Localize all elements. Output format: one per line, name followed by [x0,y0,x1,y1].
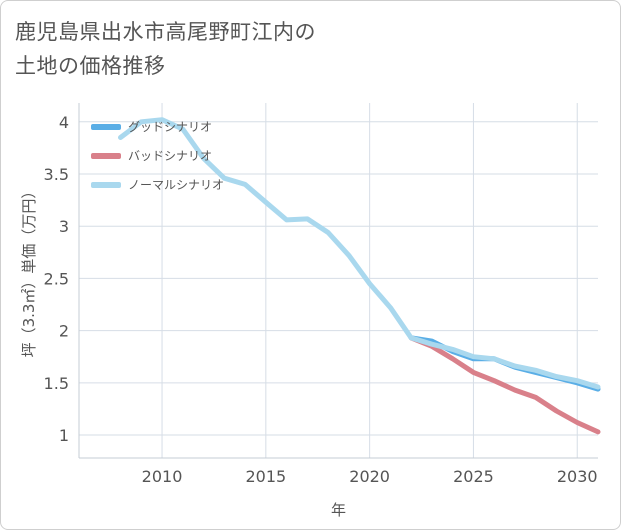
chart-title: 鹿児島県出水市高尾野町江内の 土地の価格推移 [15,15,605,83]
legend-label: ノーマルシナリオ [128,178,224,192]
gridlines [78,103,598,459]
series-lines [118,117,601,435]
legend-swatch [91,182,121,188]
legend-swatch [91,124,121,130]
legend-label: バッドシナリオ [128,149,212,163]
x-tick-label: 2015 [245,467,286,486]
series-line-2 [118,117,601,390]
y-tick-label: 1 [59,426,69,445]
y-tick-label: 2 [59,322,69,341]
y-tick-label: 2.5 [44,269,69,288]
y-tick-label: 3 [59,217,69,236]
y-axis-title: 坪（3.3㎡）単価（万円） [20,184,38,358]
series-line-1 [408,335,601,435]
chart-title-line-2: 土地の価格推移 [15,54,166,78]
x-tick-labels: 2010 2015 2020 2025 2030 [142,467,598,486]
y-tick-labels: 1 1.5 2 2.5 3 3.5 4 [44,113,69,445]
x-tick-label: 2025 [453,467,494,486]
x-tick-label: 2030 [557,467,598,486]
y-tick-label: 4 [59,113,69,132]
x-tick-label: 2010 [142,467,183,486]
y-tick-label: 1.5 [44,374,69,393]
x-tick-label: 2020 [349,467,390,486]
chart-title-line-1: 鹿児島県出水市高尾野町江内の [15,20,316,44]
y-tick-label: 3.5 [44,165,69,184]
legend-label: グッドシナリオ [128,120,212,134]
legend-swatch [91,153,121,159]
x-axis-title: 年 [331,501,346,519]
